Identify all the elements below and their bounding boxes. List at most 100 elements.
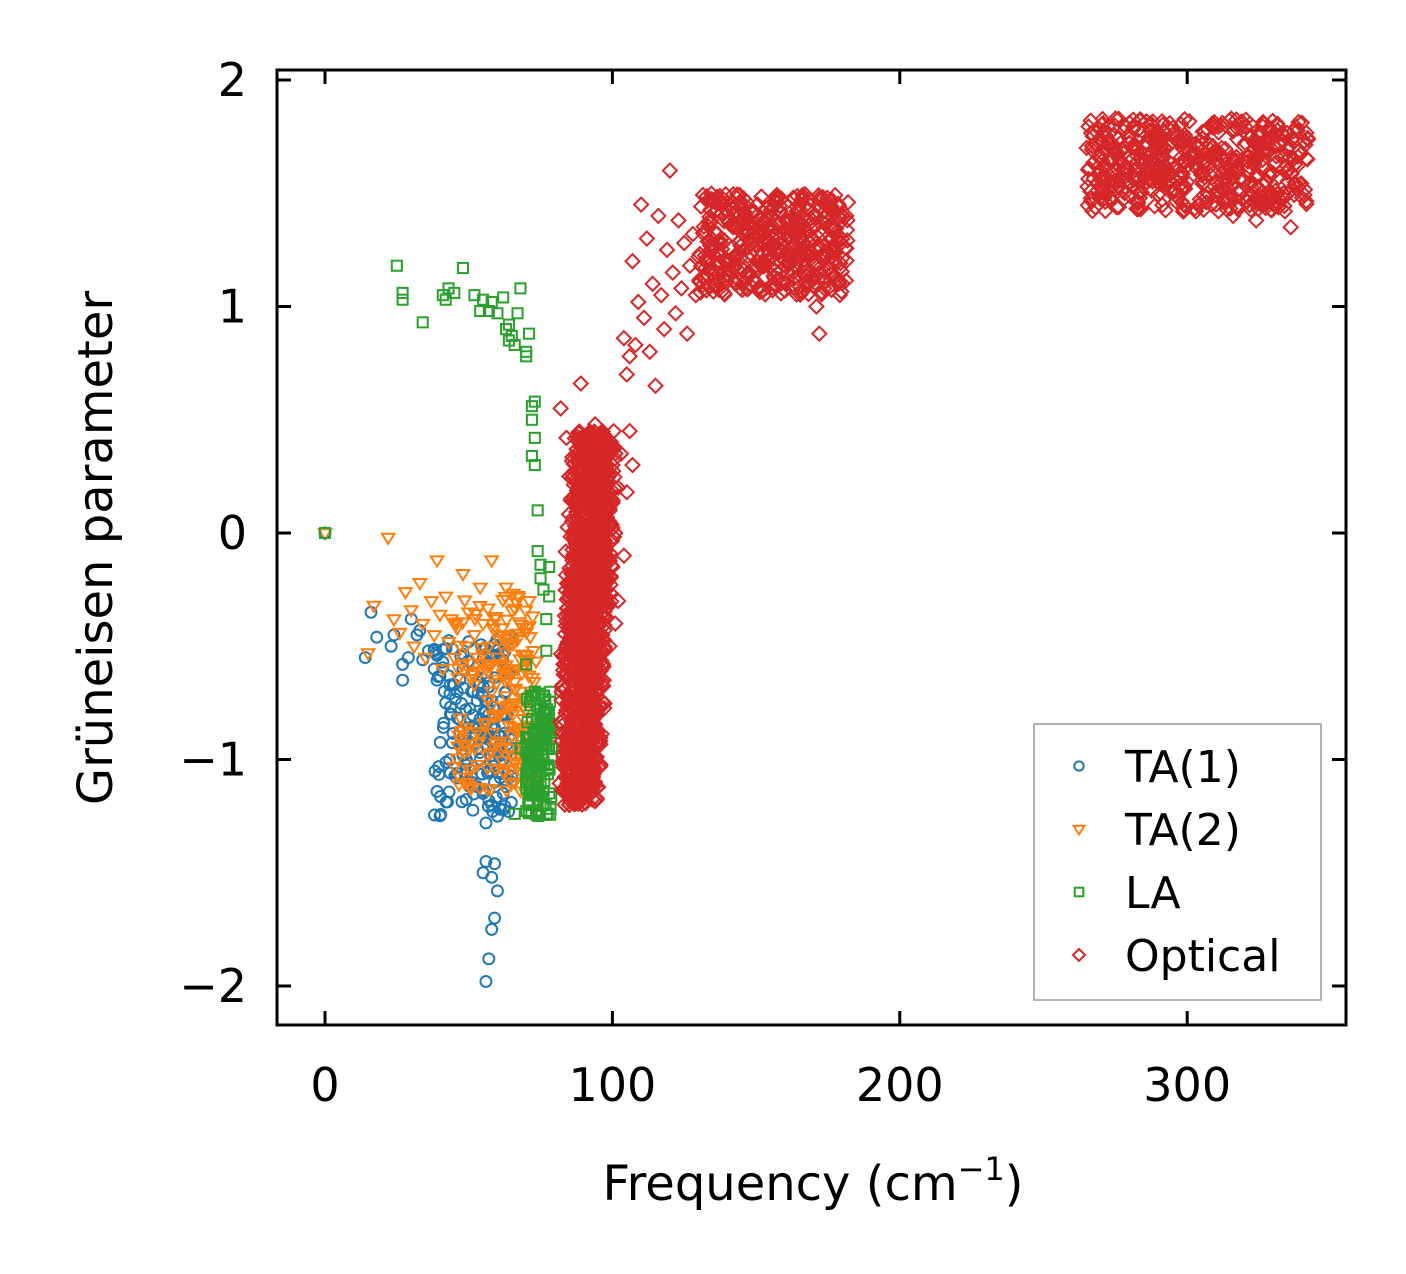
data-point [738,193,755,210]
data-point [446,761,463,775]
data-point [1251,135,1268,153]
data-point [553,683,571,701]
data-point [449,623,466,637]
data-point [772,284,790,302]
x-tick-label: 300 [1143,1058,1231,1112]
data-point [537,690,550,703]
data-point [572,375,590,392]
data-point [500,641,518,655]
data-point [557,543,575,561]
data-point [384,639,398,653]
data-point [318,526,332,540]
legend-marker-circle [1073,760,1085,772]
data-point [1228,148,1245,166]
data-point [414,618,431,632]
data-point [706,203,724,220]
data-point [1135,155,1153,173]
data-point [534,572,547,585]
data-point [483,686,500,700]
data-point [592,626,610,644]
data-point [1264,112,1282,130]
data-point [624,252,641,270]
data-point [580,683,598,700]
data-point [592,535,610,553]
data-point [583,739,601,757]
data-point [612,445,630,463]
data-point [583,615,601,633]
data-point [561,618,579,635]
data-point [736,207,754,225]
data-point [596,695,613,712]
data-point [1282,218,1300,236]
data-point [1184,144,1202,161]
data-point [1086,135,1104,152]
data-point [585,722,602,740]
data-point [814,188,832,206]
data-point [578,781,596,799]
data-point [1193,166,1210,184]
data-point [525,413,538,426]
data-point [800,232,818,250]
data-point [690,248,708,266]
data-point [1265,196,1282,213]
data-point [531,545,544,558]
y-tick-label: −1 [179,733,247,787]
legend-label-optical: Optical [1125,931,1280,982]
data-point [802,271,820,288]
data-point [1173,128,1190,146]
data-point [597,608,615,626]
data-point [618,483,636,501]
data-point [751,283,769,301]
data-point [1182,149,1200,166]
y-tick-label: −2 [179,959,247,1013]
data-point [710,281,728,299]
data-point [453,659,471,673]
data-point [483,700,500,714]
data-point [570,423,588,440]
data-point [396,293,409,306]
data-point [583,783,601,801]
data-point [589,723,607,741]
data-point [454,568,472,582]
data-point [756,285,774,303]
data-point [1129,121,1147,139]
data-point [498,614,515,628]
data-point [490,809,504,823]
data-point [830,274,848,292]
data-point [1218,193,1235,211]
data-point [678,325,696,343]
data-point [466,630,483,644]
data-point [752,188,770,206]
data-point [485,870,499,884]
data-point [439,696,453,710]
data-point [1082,192,1100,210]
x-axis-title-close: ) [1005,1156,1024,1212]
data-point [497,702,514,716]
data-point [664,264,682,281]
data-point [512,686,529,700]
data-point [452,713,469,727]
data-point [578,762,595,780]
data-point [520,350,533,363]
data-point [1178,173,1196,191]
data-point [606,524,624,542]
data-point [572,649,590,666]
x-tick-label: 100 [568,1058,656,1112]
data-point [469,726,486,740]
data-point [638,230,656,247]
data-point [474,618,492,632]
data-point [752,257,770,275]
data-point [390,259,403,272]
data-point [1094,110,1111,128]
data-point [1276,147,1294,164]
data-point [566,744,584,762]
data-point [588,789,606,807]
data-point [808,298,825,315]
data-point [430,673,444,687]
data-point [767,189,785,207]
data-point [544,802,557,815]
data-point [463,668,480,682]
data-point [652,286,670,304]
data-point [1080,159,1098,177]
data-point [1286,174,1304,191]
